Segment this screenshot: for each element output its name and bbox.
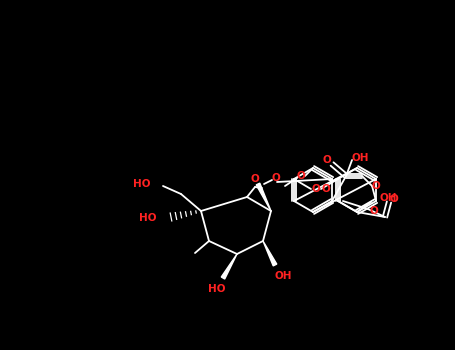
Text: O: O: [272, 173, 280, 183]
Polygon shape: [256, 183, 271, 211]
Text: O: O: [389, 194, 399, 204]
Text: HO: HO: [140, 213, 157, 223]
Polygon shape: [263, 241, 277, 266]
Text: O: O: [297, 171, 305, 181]
Text: O: O: [372, 181, 380, 191]
Text: O: O: [323, 155, 331, 165]
Text: OH: OH: [351, 153, 369, 163]
Text: O: O: [251, 174, 259, 184]
Text: OH: OH: [379, 193, 396, 203]
Text: HO: HO: [208, 284, 226, 294]
Text: HO: HO: [133, 179, 151, 189]
Text: OH: OH: [274, 271, 292, 281]
Polygon shape: [221, 254, 237, 279]
Text: O: O: [321, 184, 330, 195]
Text: O: O: [312, 184, 320, 194]
Text: O: O: [369, 206, 378, 216]
